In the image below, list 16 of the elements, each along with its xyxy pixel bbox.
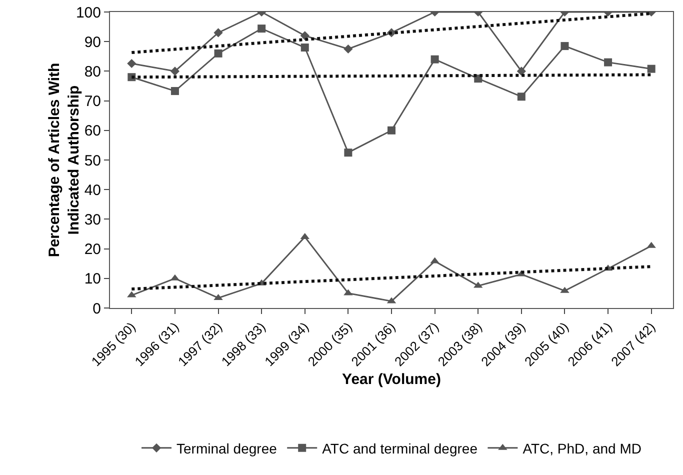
y-tick-label: 40 — [84, 182, 101, 199]
y-tick-label: 100 — [76, 4, 101, 22]
x-axis-title: Year (Volume) — [342, 371, 441, 388]
y-tick-label: 0 — [92, 300, 101, 318]
legend-label: ATC, PhD, and MD — [522, 440, 642, 456]
legend-label: Terminal degree — [176, 440, 278, 456]
y-axis-title: Percentage of Articles With Indicated Authorship — [46, 62, 82, 258]
y-tick-label: 20 — [84, 241, 101, 258]
y-tick-label: 30 — [84, 211, 101, 228]
y-tick-label: 90 — [84, 34, 101, 51]
y-tick-label: 70 — [84, 93, 101, 110]
y-tick-label: 50 — [84, 152, 101, 170]
legend-label: ATC and terminal degree — [322, 440, 478, 456]
y-tick-label: 80 — [84, 63, 101, 80]
y-tick-label: 60 — [84, 122, 101, 140]
y-tick-label: 10 — [84, 270, 101, 288]
